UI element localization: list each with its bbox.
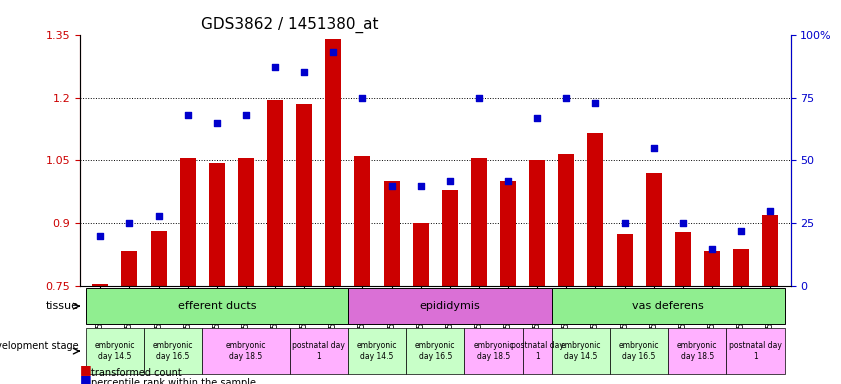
Bar [471, 158, 487, 286]
Bar [180, 158, 196, 286]
Bar [733, 248, 749, 286]
Point [356, 94, 369, 101]
Bar [762, 215, 778, 286]
Point [152, 213, 166, 219]
FancyBboxPatch shape [348, 328, 406, 374]
Point [268, 64, 282, 70]
Text: embryonic
day 18.5: embryonic day 18.5 [677, 341, 717, 361]
Point [618, 220, 632, 227]
FancyBboxPatch shape [522, 328, 552, 374]
Bar [209, 162, 225, 286]
Point [414, 182, 427, 189]
Point [764, 208, 777, 214]
Text: embryonic
day 16.5: embryonic day 16.5 [415, 341, 456, 361]
Text: ■: ■ [80, 363, 92, 376]
Text: GDS3862 / 1451380_at: GDS3862 / 1451380_at [201, 17, 378, 33]
Bar [529, 161, 545, 286]
Bar [500, 182, 516, 286]
Text: embryonic
day 14.5: embryonic day 14.5 [561, 341, 601, 361]
Point [210, 120, 224, 126]
FancyBboxPatch shape [552, 288, 785, 324]
Text: postnatal day
1: postnatal day 1 [729, 341, 782, 361]
Bar [238, 158, 254, 286]
FancyBboxPatch shape [86, 288, 348, 324]
FancyBboxPatch shape [86, 328, 144, 374]
Bar [704, 251, 720, 286]
Text: embryonic
day 14.5: embryonic day 14.5 [94, 341, 135, 361]
Point [589, 99, 602, 106]
Bar [558, 154, 574, 286]
Text: percentile rank within the sample: percentile rank within the sample [91, 378, 256, 384]
Text: epididymis: epididymis [420, 301, 480, 311]
Point [647, 145, 660, 151]
Text: postnatal day
1: postnatal day 1 [293, 341, 345, 361]
Text: transformed count: transformed count [91, 368, 182, 378]
Point [559, 94, 573, 101]
Bar [325, 39, 341, 286]
Point [501, 177, 515, 184]
Text: postnatal day
1: postnatal day 1 [510, 341, 563, 361]
Point [676, 220, 690, 227]
Text: efferent ducts: efferent ducts [177, 301, 256, 311]
Point [385, 182, 399, 189]
Bar [442, 190, 458, 286]
Bar [383, 182, 399, 286]
FancyBboxPatch shape [348, 288, 552, 324]
FancyBboxPatch shape [669, 328, 727, 374]
Text: development stage: development stage [0, 341, 78, 351]
FancyBboxPatch shape [552, 328, 610, 374]
Text: tissue: tissue [45, 301, 78, 311]
Point [705, 245, 718, 252]
Point [123, 220, 136, 227]
Text: vas deferens: vas deferens [632, 301, 704, 311]
Point [734, 228, 748, 234]
Point [472, 94, 485, 101]
Text: embryonic
day 18.5: embryonic day 18.5 [225, 341, 266, 361]
Text: ■: ■ [80, 373, 92, 384]
Bar [93, 284, 108, 286]
Point [326, 49, 340, 55]
Bar [267, 99, 283, 286]
Bar [296, 104, 312, 286]
Bar [413, 223, 429, 286]
Bar [674, 232, 690, 286]
Point [443, 177, 457, 184]
FancyBboxPatch shape [202, 328, 289, 374]
FancyBboxPatch shape [610, 328, 669, 374]
Bar [646, 173, 662, 286]
Bar [151, 231, 167, 286]
FancyBboxPatch shape [144, 328, 202, 374]
Text: embryonic
day 18.5: embryonic day 18.5 [473, 341, 514, 361]
FancyBboxPatch shape [464, 328, 522, 374]
Text: embryonic
day 16.5: embryonic day 16.5 [619, 341, 659, 361]
FancyBboxPatch shape [727, 328, 785, 374]
Bar [121, 251, 137, 286]
Point [298, 69, 311, 75]
Point [181, 112, 194, 118]
Bar [354, 156, 370, 286]
Bar [587, 133, 603, 286]
Point [531, 114, 544, 121]
FancyBboxPatch shape [289, 328, 348, 374]
FancyBboxPatch shape [406, 328, 464, 374]
Bar [616, 234, 632, 286]
Text: embryonic
day 16.5: embryonic day 16.5 [153, 341, 193, 361]
Point [93, 233, 107, 239]
Point [239, 112, 252, 118]
Text: embryonic
day 14.5: embryonic day 14.5 [357, 341, 397, 361]
